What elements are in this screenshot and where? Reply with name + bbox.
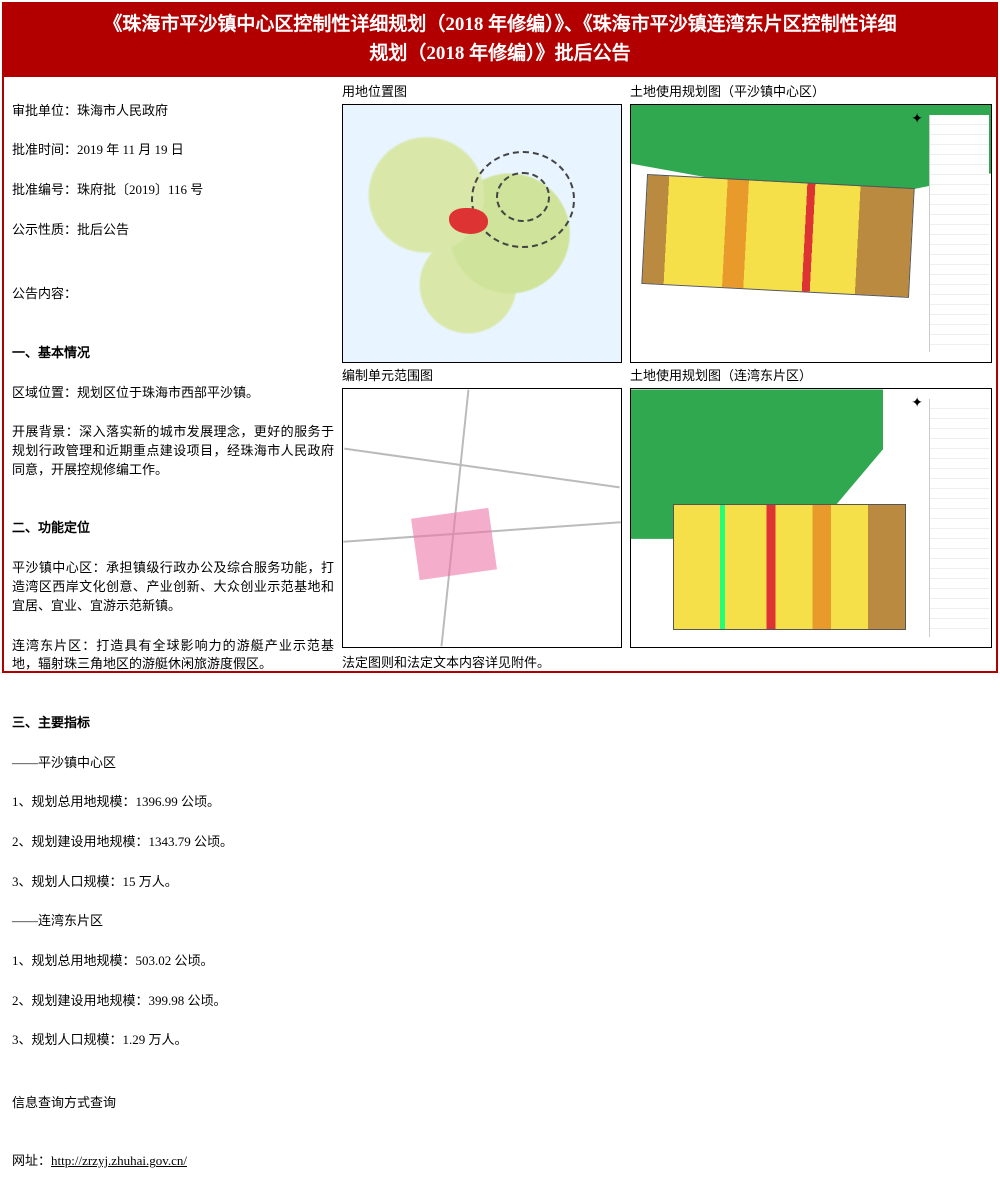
figure-footnote: 法定图则和法定文本内容详见附件。: [342, 650, 622, 671]
zoning-map-pingsha: ✦: [630, 104, 992, 364]
query-url[interactable]: http://zrzyj.zhuhai.gov.cn/: [51, 1153, 187, 1168]
location-map: [342, 104, 622, 364]
query-url-line: 网址：http://zrzyj.zhuhai.gov.cn/: [12, 1134, 334, 1172]
plan-area-marker: [449, 208, 488, 234]
loc-map-title: 用地位置图: [342, 81, 622, 102]
compass-icon: ✦: [911, 111, 923, 128]
area-b-item-1: 1、规划总用地规模：503.02 公顷。: [12, 952, 334, 971]
unit-map-title: 编制单元范围图: [342, 365, 622, 386]
title-line-2: 规划（2018 年修编）》批后公告: [14, 39, 986, 68]
section-2-title: 二、功能定位: [12, 519, 334, 538]
meta-approval-date: 批准时间：2019 年 11 月 19 日: [12, 141, 334, 160]
left-text-column: 审批单位：珠海市人民政府 批准时间：2019 年 11 月 19 日 批准编号：…: [8, 81, 336, 671]
compass-icon: ✦: [911, 395, 923, 412]
area-a-item-3: 3、规划人口规模：15 万人。: [12, 873, 334, 892]
meta-approval-unit: 审批单位：珠海市人民政府: [12, 102, 334, 121]
section-3-title: 三、主要指标: [12, 714, 334, 733]
section-2-pingsha: 平沙镇中心区：承担镇级行政办公及综合服务功能，打造湾区西岸文化创意、产业创新、大…: [12, 559, 334, 616]
zoning-blocks: [674, 505, 904, 629]
zoning-b-title: 土地使用规划图（连湾东片区）: [630, 365, 992, 386]
section-1-location: 区域位置：规划区位于珠海市西部平沙镇。: [12, 384, 334, 403]
zoning-a-title: 土地使用规划图（平沙镇中心区）: [630, 81, 992, 102]
figure-grid: 用地位置图 土地使用规划图（平沙镇中心区） ✦ 编制单元范围图 土地使用规划图（…: [342, 81, 992, 671]
area-b-name: ——连湾东片区: [12, 912, 334, 931]
unit-boundary-map: [342, 388, 622, 648]
meta-approval-no: 批准编号：珠府批〔2019〕116 号: [12, 181, 334, 200]
area-b-item-2: 2、规划建设用地规模：399.98 公顷。: [12, 992, 334, 1011]
road-line: [344, 447, 620, 488]
body: 审批单位：珠海市人民政府 批准时间：2019 年 11 月 19 日 批准编号：…: [4, 77, 996, 671]
query-title: 信息查询方式查询: [12, 1094, 334, 1113]
announcement-title: 《珠海市平沙镇中心区控制性详细规划（2018 年修编）》、《珠海市平沙镇连湾东片…: [4, 4, 996, 77]
unit-boundary: [411, 508, 497, 580]
section-2-lianwan: 连湾东片区：打造具有全球影响力的游艇产业示范基地，辐射珠三角地区的游艇休闲旅游度…: [12, 637, 334, 675]
area-a-item-2: 2、规划建设用地规模：1343.79 公顷。: [12, 833, 334, 852]
title-line-1: 《珠海市平沙镇中心区控制性详细规划（2018 年修编）》、《珠海市平沙镇连湾东片…: [14, 10, 986, 39]
legend-b: [929, 399, 989, 637]
meta-notice-type: 公示性质：批后公告: [12, 221, 334, 240]
zoning-blocks: [643, 175, 915, 297]
area-b-item-3: 3、规划人口规模：1.29 万人。: [12, 1031, 334, 1050]
section-1-title: 一、基本情况: [12, 344, 334, 363]
area-a-item-1: 1、规划总用地规模：1396.99 公顷。: [12, 793, 334, 812]
section-1-background: 开展背景：深入落实新的城市发展理念，更好的服务于规划行政管理和近期重点建设项目，…: [12, 423, 334, 480]
area-a-name: ——平沙镇中心区: [12, 754, 334, 773]
page-frame: 《珠海市平沙镇中心区控制性详细规划（2018 年修编）》、《珠海市平沙镇连湾东片…: [2, 2, 998, 673]
legend-a: [929, 115, 989, 353]
zoning-map-lianwan: ✦: [630, 388, 992, 648]
content-heading: 公告内容：: [12, 285, 334, 304]
